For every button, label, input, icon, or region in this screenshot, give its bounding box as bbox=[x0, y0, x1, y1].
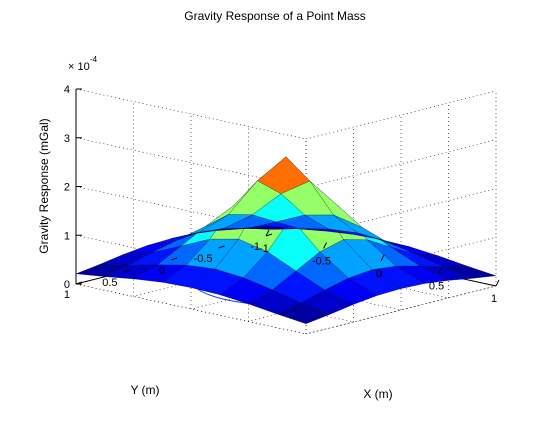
grid-line bbox=[218, 247, 449, 299]
grid-line bbox=[305, 285, 497, 335]
y-tick bbox=[170, 257, 178, 261]
z-tick-label: 4 bbox=[64, 84, 70, 96]
grid-line bbox=[75, 88, 307, 140]
z-tick-label: 0 bbox=[64, 279, 70, 291]
x-tick-label: -1 bbox=[259, 243, 269, 255]
surface-layer bbox=[75, 156, 497, 324]
y-tick-label: 1 bbox=[64, 289, 70, 301]
grid-line bbox=[305, 90, 497, 140]
y-tick bbox=[265, 233, 273, 237]
y-tick-label: -0.5 bbox=[194, 253, 213, 265]
z-tick-label: 2 bbox=[64, 182, 70, 194]
x-tick-label: 1 bbox=[491, 293, 497, 305]
grid-line bbox=[305, 285, 497, 335]
grid-line bbox=[170, 259, 402, 311]
x-tick bbox=[323, 242, 327, 249]
chart-title: Gravity Response of a Point Mass bbox=[184, 9, 365, 23]
y-axis-label: Y (m) bbox=[130, 383, 159, 397]
x-axis-label: X (m) bbox=[363, 387, 392, 401]
y-tick-label: 0.5 bbox=[102, 277, 117, 289]
y-tick bbox=[123, 269, 130, 273]
x-tick bbox=[380, 254, 385, 262]
x-tick bbox=[438, 267, 442, 274]
x-tick bbox=[265, 229, 270, 237]
z-scale-exponent: -4 bbox=[90, 55, 98, 64]
x-tick bbox=[495, 279, 500, 287]
x-tick-label: -0.5 bbox=[312, 256, 331, 268]
grid-line bbox=[305, 139, 497, 189]
y-tick-label: 0 bbox=[159, 265, 165, 277]
y-tick bbox=[75, 281, 83, 285]
z-scale-label: × 10 bbox=[68, 61, 90, 73]
z-tick-label: 3 bbox=[64, 133, 70, 145]
y-tick bbox=[218, 245, 225, 249]
surface-facet bbox=[242, 225, 295, 230]
z-tick-label: 1 bbox=[64, 230, 70, 242]
y-tick-label: -1 bbox=[250, 241, 260, 253]
grid-line bbox=[75, 283, 307, 335]
z-axis-label: Gravity Response (mGal) bbox=[37, 118, 51, 253]
x-tick-label: 0 bbox=[376, 268, 382, 280]
x-tick-label: 0.5 bbox=[429, 281, 444, 293]
